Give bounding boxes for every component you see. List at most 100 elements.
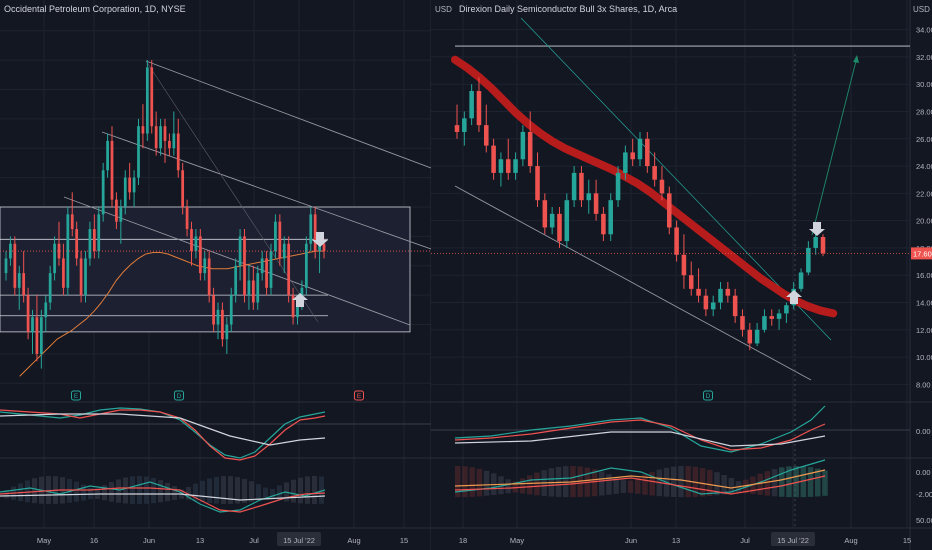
histogram-bar <box>165 482 170 502</box>
candle-body <box>48 273 52 303</box>
histogram-bar <box>25 480 30 503</box>
y-tick-label: 14.00 <box>916 299 932 308</box>
left-chart-title: Occidental Petroleum Corporation, 1D, NY… <box>4 4 186 14</box>
candle-body <box>667 193 672 228</box>
histogram-bar <box>221 476 226 504</box>
x-cursor-label-bg <box>277 532 321 546</box>
event-marker-label: E <box>357 393 362 400</box>
candle-body <box>754 329 760 344</box>
candle-body <box>732 295 738 317</box>
histogram-bar <box>214 476 219 504</box>
histogram-bar <box>455 466 461 498</box>
candle-body <box>88 229 92 259</box>
candle-body <box>608 200 613 235</box>
x-tick-label: Jun <box>143 536 155 545</box>
candle-body <box>659 179 665 194</box>
oscillator-line <box>0 481 326 513</box>
candle-body <box>696 288 701 296</box>
x-tick-label: Jul <box>740 536 750 545</box>
x-tick-label: Jul <box>249 536 259 545</box>
candle-body <box>469 91 474 119</box>
candle-body <box>247 280 251 296</box>
histogram-bar <box>786 466 792 498</box>
histogram-bar <box>714 472 720 496</box>
projection-arrow <box>811 56 858 236</box>
histogram-bar <box>263 487 268 500</box>
oscillator-line <box>0 409 326 461</box>
histogram-bar <box>130 476 135 504</box>
y-tick-label: 22.00 <box>916 189 932 198</box>
projection-arrowhead-icon <box>853 55 859 63</box>
trendline <box>101 131 431 250</box>
candle-body <box>13 243 17 288</box>
candle-body <box>35 317 39 354</box>
candle-body <box>53 243 56 274</box>
candle-body <box>681 254 687 276</box>
candle-body <box>586 193 592 201</box>
histogram-bar <box>800 466 807 498</box>
y-tick-label: 16.00 <box>916 271 932 280</box>
up-arrow-icon <box>786 290 802 304</box>
oscillator-line <box>454 431 826 447</box>
candle-body <box>740 316 745 330</box>
osc-tick-label: 50.00 <box>916 516 932 525</box>
histogram-bar <box>32 478 37 504</box>
oscillator-line <box>454 475 826 495</box>
histogram-bar <box>635 477 641 494</box>
y-tick-label: 30.00 <box>916 80 932 89</box>
histogram-bar <box>242 478 247 503</box>
candle-body <box>820 237 826 254</box>
candle-body <box>168 140 171 149</box>
candle-body <box>291 295 295 318</box>
candle-body <box>31 317 34 332</box>
histogram-bar <box>109 481 114 502</box>
histogram-bar <box>627 480 634 493</box>
right-axis-unit: USD <box>913 5 930 14</box>
histogram-bar <box>298 477 303 504</box>
histogram-bar <box>319 476 324 504</box>
candle-body <box>92 229 96 252</box>
candle-body <box>110 140 114 200</box>
candle-body <box>132 177 136 193</box>
histogram-bar <box>74 481 79 502</box>
histogram-bar <box>137 476 142 504</box>
right-chart-title: Direxion Daily Semiconductor Bull 3x Sha… <box>459 4 678 14</box>
candle-body <box>703 295 709 310</box>
histogram-bar <box>505 479 511 494</box>
candle-body <box>282 243 286 259</box>
left-chart[interactable]: 76.0074.0072.0070.0068.0066.0064.0062.00… <box>0 0 431 550</box>
candle-body <box>527 131 533 167</box>
y-tick-label: 28.00 <box>916 108 932 117</box>
candle-body <box>652 166 657 180</box>
candle-body <box>645 138 650 167</box>
oscillator-line <box>454 405 826 453</box>
histogram-bar <box>649 471 655 496</box>
y-tick-label: 8.00 <box>916 380 931 389</box>
x-tick-label: 15 <box>903 536 911 545</box>
candle-body <box>101 170 105 215</box>
candle-body <box>66 214 70 288</box>
histogram-bar <box>81 484 86 501</box>
candle-body <box>674 227 679 255</box>
histogram-bar <box>707 469 713 497</box>
right-chart[interactable]: 34.00 32.00 30.00 28.00 26.00 24.00 22.00 20.00… <box>431 0 932 550</box>
x-cursor-label-bg <box>771 532 815 546</box>
trendline <box>145 60 431 169</box>
trendline <box>454 185 812 381</box>
histogram-bar <box>678 466 684 498</box>
candle-body <box>322 243 326 252</box>
histogram-bar <box>512 481 519 493</box>
y-tick-label: 10.00 <box>916 353 932 362</box>
histogram-bar <box>822 470 828 496</box>
y-tick-label: 26.00 <box>916 135 932 144</box>
histogram-bar <box>483 470 490 496</box>
candle-body <box>119 207 123 222</box>
histogram-bar <box>207 478 212 504</box>
candle-body <box>57 243 61 259</box>
histogram-bar <box>728 477 735 494</box>
histogram-bar <box>599 471 605 496</box>
candle-body <box>79 258 83 296</box>
candle-body <box>630 152 635 160</box>
histogram-bar <box>757 473 763 495</box>
candle-body <box>454 125 460 132</box>
